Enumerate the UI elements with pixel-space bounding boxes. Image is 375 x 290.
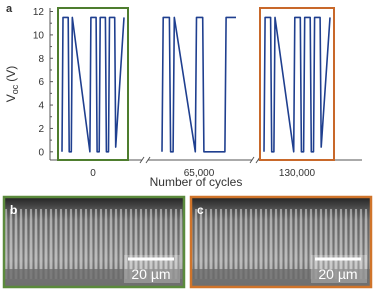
axis-break	[139, 156, 145, 164]
panel-label: b	[10, 203, 17, 217]
substrate	[4, 269, 184, 287]
nanorods	[191, 209, 371, 279]
highlight-box	[57, 7, 129, 161]
image-border	[2, 195, 186, 289]
x-tick-label: 65,000	[184, 168, 215, 179]
y-tick-label: 10	[33, 30, 45, 41]
y-tick-label: 12	[33, 7, 45, 18]
highlight-box	[259, 7, 335, 161]
substrate	[191, 269, 371, 287]
y-label-sub: oc	[10, 84, 20, 94]
panel-label: a	[6, 3, 13, 15]
voltage-trace	[161, 16, 236, 153]
y-tick-label: 4	[38, 101, 44, 112]
y-tick-label: 2	[38, 124, 44, 135]
y-axis-label: Voc (V)	[4, 66, 20, 103]
x-tick-label: 130,000	[279, 168, 316, 179]
panel-label: c	[197, 203, 204, 217]
y-tick-label: 6	[38, 77, 44, 88]
axis-break	[145, 156, 151, 164]
sem-image: c 20 µm	[189, 195, 373, 289]
x-tick-label: 0	[90, 168, 96, 179]
sem-image: b 20 µm	[2, 195, 186, 289]
scale-label: 20 µm	[318, 266, 357, 282]
nanorods	[4, 209, 184, 279]
scale-label: 20 µm	[131, 266, 170, 282]
y-tick-label: 0	[38, 147, 44, 158]
voltage-trace	[61, 16, 125, 153]
y-label-main: V	[4, 94, 18, 102]
x-axis-label: Number of cycles	[150, 175, 243, 189]
y-tick-label: 8	[38, 54, 44, 65]
y-label-unit: (V)	[4, 66, 18, 82]
axis-break	[249, 156, 255, 164]
voltage-trace	[263, 16, 331, 153]
image-border	[189, 195, 373, 289]
